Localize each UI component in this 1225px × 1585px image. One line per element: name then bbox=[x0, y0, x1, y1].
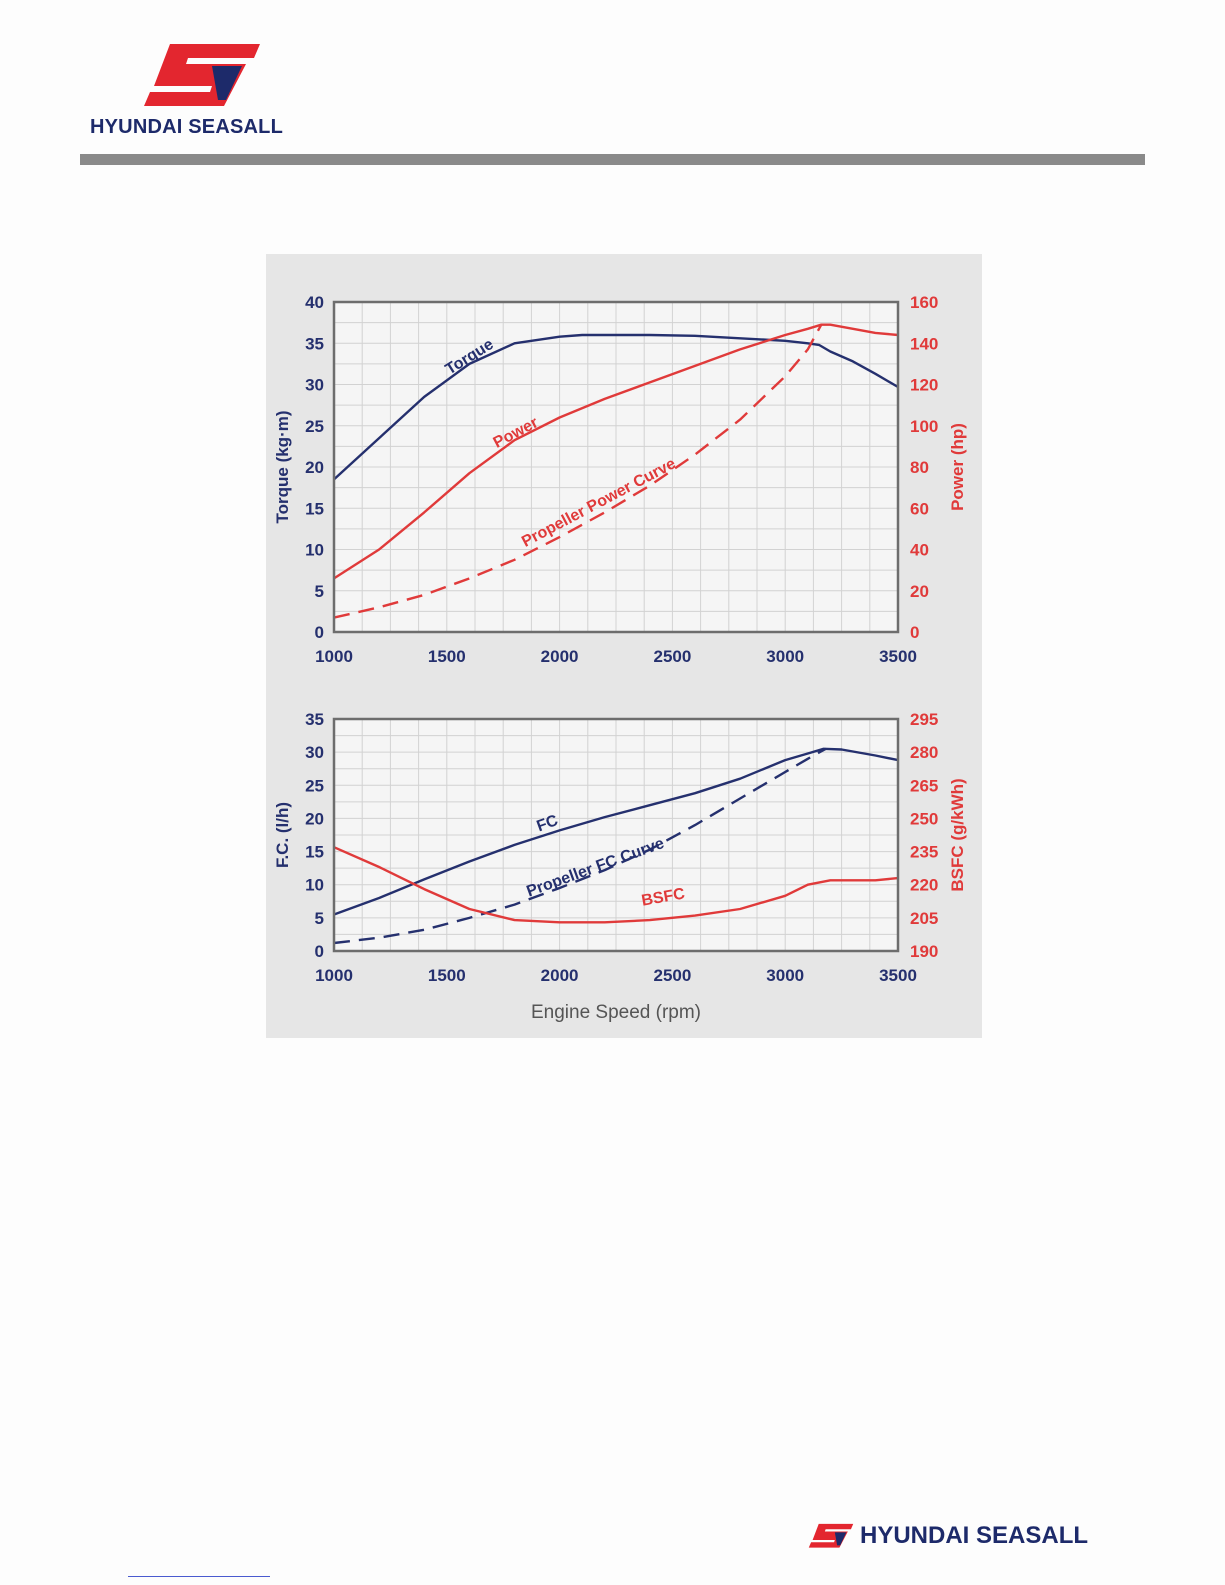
bottom-grid bbox=[334, 719, 898, 951]
left-axis-tick-label: 10 bbox=[305, 876, 324, 895]
chart-panel: 0 5 10 15 20 25 30 35 40 0 20 40 60 80 100 120 140 160 100… bbox=[266, 254, 982, 1038]
x-axis-tick-label: 2500 bbox=[653, 966, 691, 985]
right-axis-tick-label: 80 bbox=[910, 458, 929, 477]
left-axis-tick-label: 35 bbox=[305, 710, 324, 729]
x-axis-tick-label: 1000 bbox=[315, 966, 353, 985]
right-axis-tick-label: 265 bbox=[910, 776, 938, 795]
performance-chart: 0 5 10 15 20 25 30 35 40 0 20 40 60 80 100 120 140 160 100… bbox=[273, 293, 967, 666]
right-axis-tick-label: 190 bbox=[910, 942, 938, 961]
bsfc-axis-label: BSFC (g/kWh) bbox=[948, 778, 967, 891]
fuel-consumption-chart: 0 5 10 15 20 25 30 35 190 205 220 235 250 265 280 295 10… bbox=[273, 710, 967, 1023]
right-axis-tick-label: 205 bbox=[910, 909, 938, 928]
right-axis-tick-label: 40 bbox=[910, 541, 929, 560]
left-axis-tick-label: 35 bbox=[305, 334, 324, 353]
right-axis-tick-label: 235 bbox=[910, 843, 938, 862]
bottom-series bbox=[333, 747, 899, 945]
right-axis-tick-label: 100 bbox=[910, 417, 938, 436]
left-axis-tick-label: 40 bbox=[305, 293, 324, 312]
hyundai-seasall-logo-icon bbox=[808, 1523, 854, 1548]
right-axis-tick-label: 250 bbox=[910, 809, 938, 828]
bottom-plot-frame bbox=[332, 717, 900, 953]
footer-link-line bbox=[128, 1576, 270, 1577]
torque-axis-label: Torque (kg·m) bbox=[273, 410, 292, 523]
left-axis-tick-label: 10 bbox=[305, 541, 324, 560]
hyundai-seasall-logo-icon bbox=[144, 44, 260, 106]
torque-series-line bbox=[333, 333, 899, 481]
left-axis-tick-label: 30 bbox=[305, 743, 324, 762]
right-axis-tick-label: 20 bbox=[910, 582, 929, 601]
right-axis-tick-label: 295 bbox=[910, 710, 938, 729]
right-axis-tick-label: 120 bbox=[910, 376, 938, 395]
power-series-line bbox=[333, 323, 899, 580]
bsfc-series-line bbox=[333, 846, 899, 924]
x-axis-tick-label: 1500 bbox=[428, 647, 466, 666]
top-ticks: 0 5 10 15 20 25 30 35 40 0 20 40 60 80 100 120 140 160 100… bbox=[305, 293, 938, 666]
x-axis-tick-label: 2000 bbox=[541, 966, 579, 985]
x-axis-tick-label: 3000 bbox=[766, 966, 804, 985]
left-axis-tick-label: 0 bbox=[315, 623, 324, 642]
top-plot-frame bbox=[332, 300, 900, 634]
header-divider bbox=[80, 154, 1145, 165]
x-axis-tick-label: 1500 bbox=[428, 966, 466, 985]
left-axis-tick-label: 25 bbox=[305, 776, 324, 795]
top-grid bbox=[334, 302, 898, 632]
right-axis-tick-label: 0 bbox=[910, 623, 919, 642]
left-axis-tick-label: 5 bbox=[315, 582, 324, 601]
right-axis-tick-label: 280 bbox=[910, 743, 938, 762]
x-axis-tick-label: 2000 bbox=[541, 647, 579, 666]
x-axis-tick-label: 3500 bbox=[879, 647, 917, 666]
left-axis-tick-label: 5 bbox=[315, 909, 324, 928]
brand-name: HYUNDAI SEASALL bbox=[90, 116, 284, 138]
bottom-ticks: 0 5 10 15 20 25 30 35 190 205 220 235 250 265 280 295 10… bbox=[305, 710, 938, 985]
fc-annotation: FC bbox=[535, 812, 561, 835]
right-axis-tick-label: 140 bbox=[910, 334, 938, 353]
x-axis-tick-label: 3500 bbox=[879, 966, 917, 985]
left-axis-tick-label: 20 bbox=[305, 458, 324, 477]
right-axis-tick-label: 220 bbox=[910, 876, 938, 895]
x-axis-tick-label: 2500 bbox=[653, 647, 691, 666]
right-axis-tick-label: 60 bbox=[910, 499, 929, 518]
footer-brand-name: HYUNDAI SEASALL bbox=[860, 1522, 1089, 1549]
power-axis-label: Power (hp) bbox=[948, 423, 967, 511]
left-axis-tick-label: 15 bbox=[305, 843, 324, 862]
left-axis-tick-label: 30 bbox=[305, 376, 324, 395]
propeller-fc-curve-series-line bbox=[333, 747, 827, 945]
top-series bbox=[333, 323, 899, 619]
right-axis-tick-label: 160 bbox=[910, 293, 938, 312]
fc-series-line bbox=[333, 747, 899, 916]
left-axis-tick-label: 20 bbox=[305, 809, 324, 828]
fc-axis-label: F.C. (l/h) bbox=[273, 802, 292, 868]
engine-speed-axis-label: Engine Speed (rpm) bbox=[531, 1002, 701, 1023]
engine-performance-charts: 0510152025303540020406080100120140160100… bbox=[273, 293, 967, 1023]
header-logo: HYUNDAI SEASALL bbox=[84, 38, 324, 143]
left-axis-tick-label: 15 bbox=[305, 499, 324, 518]
footer-logo: HYUNDAI SEASALL bbox=[808, 1518, 1138, 1554]
left-axis-tick-label: 0 bbox=[315, 942, 324, 961]
left-axis-tick-label: 25 bbox=[305, 417, 324, 436]
x-axis-tick-label: 1000 bbox=[315, 647, 353, 666]
x-axis-tick-label: 3000 bbox=[766, 647, 804, 666]
